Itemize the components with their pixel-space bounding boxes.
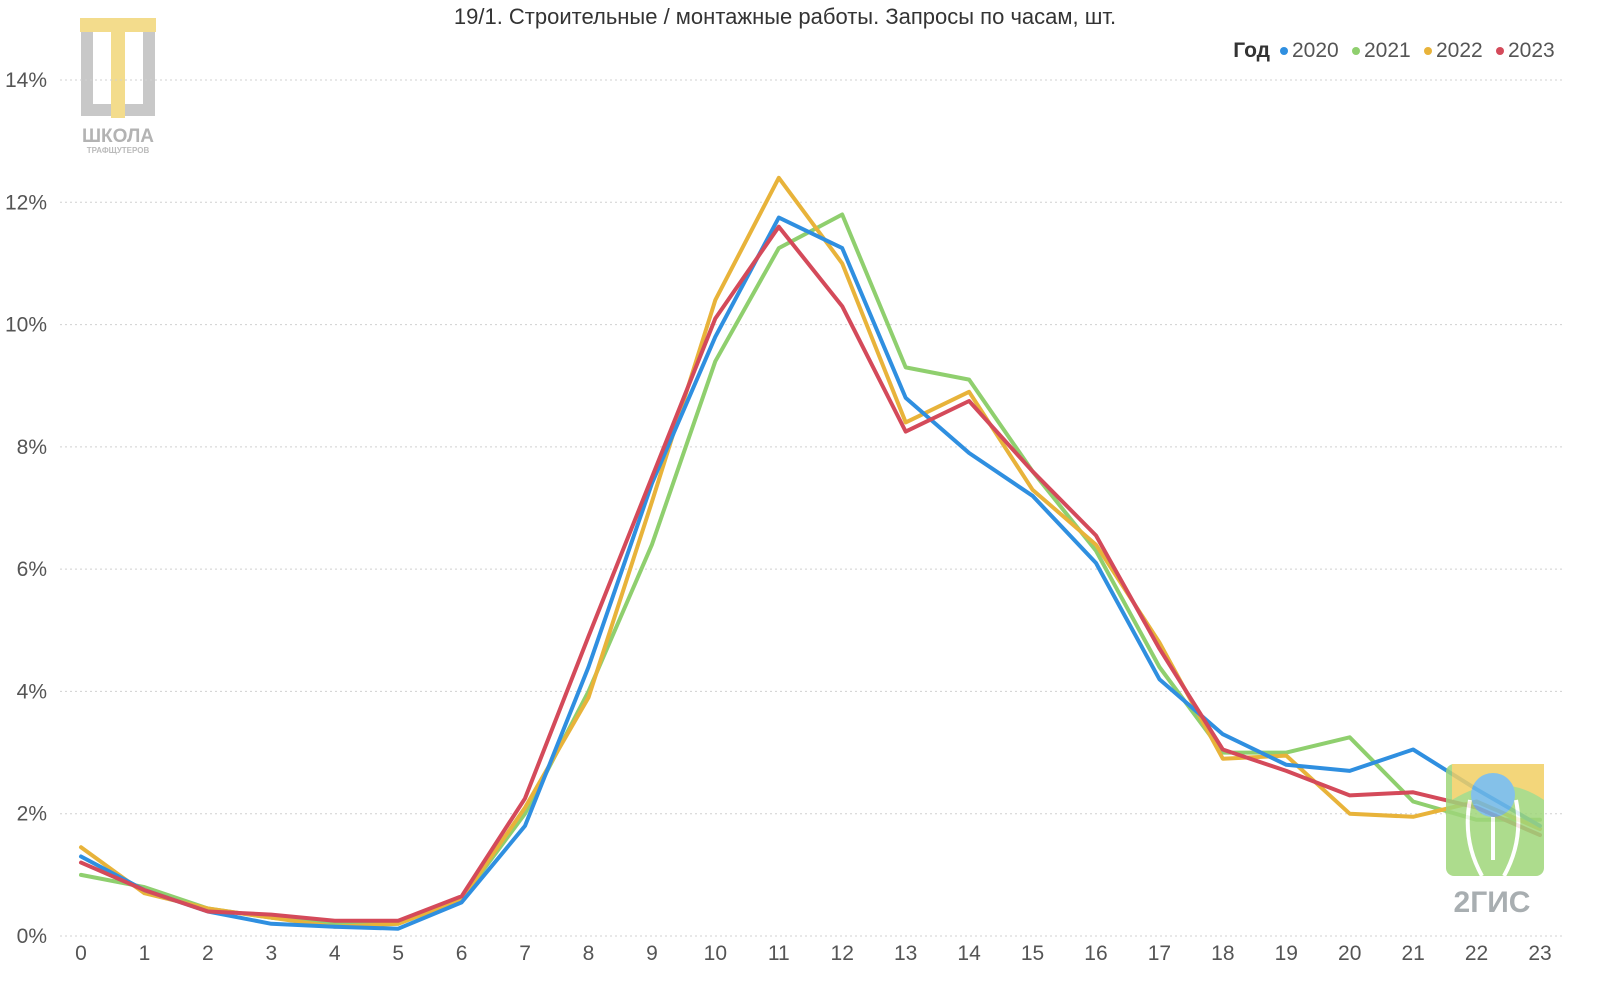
twogis-logo-text: 2ГИС (1454, 886, 1531, 919)
x-tick-label: 14 (957, 942, 981, 965)
x-tick-label: 9 (646, 942, 658, 965)
school-logo-name: ШКОЛА (82, 126, 154, 147)
x-tick-label: 2 (202, 942, 214, 965)
x-tick-label: 21 (1401, 942, 1424, 965)
legend-label-2021: 2021 (1364, 39, 1411, 62)
twogis-logo: 2ГИС (1446, 764, 1544, 919)
y-tick-label: 4% (17, 680, 47, 703)
legend-marker-2020 (1280, 47, 1288, 55)
x-tick-label: 6 (456, 942, 468, 965)
x-tick-label: 12 (831, 942, 854, 965)
y-tick-label: 2% (17, 803, 47, 826)
y-tick-label: 0% (17, 925, 47, 948)
x-tick-label: 23 (1528, 942, 1551, 965)
chart-title: 19/1. Строительные / монтажные работы. З… (454, 4, 1116, 29)
x-tick-label: 20 (1338, 942, 1361, 965)
x-axis-ticks: 0 1 2 3 4 5 6 7 8 9 10 11 12 13 14 15 16 17 18 19 20 21 22 23 (75, 942, 1552, 965)
legend-marker-2022 (1424, 47, 1432, 55)
legend: Год 2020 2021 2022 2023 (1233, 39, 1554, 62)
legend-label-2020: 2020 (1292, 39, 1339, 62)
legend-marker-2023 (1496, 47, 1504, 55)
x-tick-label: 16 (1084, 942, 1107, 965)
y-tick-label: 14% (5, 69, 47, 92)
x-tick-label: 22 (1465, 942, 1488, 965)
grid (60, 79, 1565, 937)
x-tick-label: 19 (1275, 942, 1298, 965)
x-tick-label: 10 (704, 942, 727, 965)
x-tick-label: 11 (768, 942, 790, 965)
legend-title: Год (1233, 39, 1270, 62)
series-line-2020 (79, 215, 1542, 931)
legend-label-2023: 2023 (1508, 39, 1555, 62)
x-tick-label: 17 (1148, 942, 1171, 965)
y-tick-label: 10% (5, 314, 47, 337)
x-tick-label: 8 (583, 942, 595, 965)
legend-label-2022: 2022 (1436, 39, 1483, 62)
legend-marker-2021 (1352, 47, 1360, 55)
x-tick-label: 4 (329, 942, 341, 965)
x-tick-label: 18 (1211, 942, 1234, 965)
series-lines (79, 175, 1542, 931)
x-tick-label: 0 (75, 942, 87, 965)
x-tick-label: 1 (139, 942, 151, 965)
y-axis-ticks: 0% 2% 4% 6% 8% 10% 12% 14% (5, 69, 47, 948)
series-line-2023 (79, 224, 1542, 923)
y-tick-label: 12% (5, 191, 47, 214)
x-tick-label: 7 (519, 942, 531, 965)
x-tick-label: 3 (265, 942, 277, 965)
y-tick-label: 8% (17, 436, 47, 459)
y-tick-label: 6% (17, 558, 47, 581)
school-logo-subtitle: ТРАФЩУТЕРОВ (87, 146, 150, 155)
x-tick-label: 15 (1021, 942, 1044, 965)
x-tick-label: 13 (894, 942, 917, 965)
x-tick-label: 5 (392, 942, 404, 965)
school-logo: ШКОЛА ТРАФЩУТЕРОВ (80, 18, 156, 155)
series-line-2022 (79, 175, 1542, 929)
